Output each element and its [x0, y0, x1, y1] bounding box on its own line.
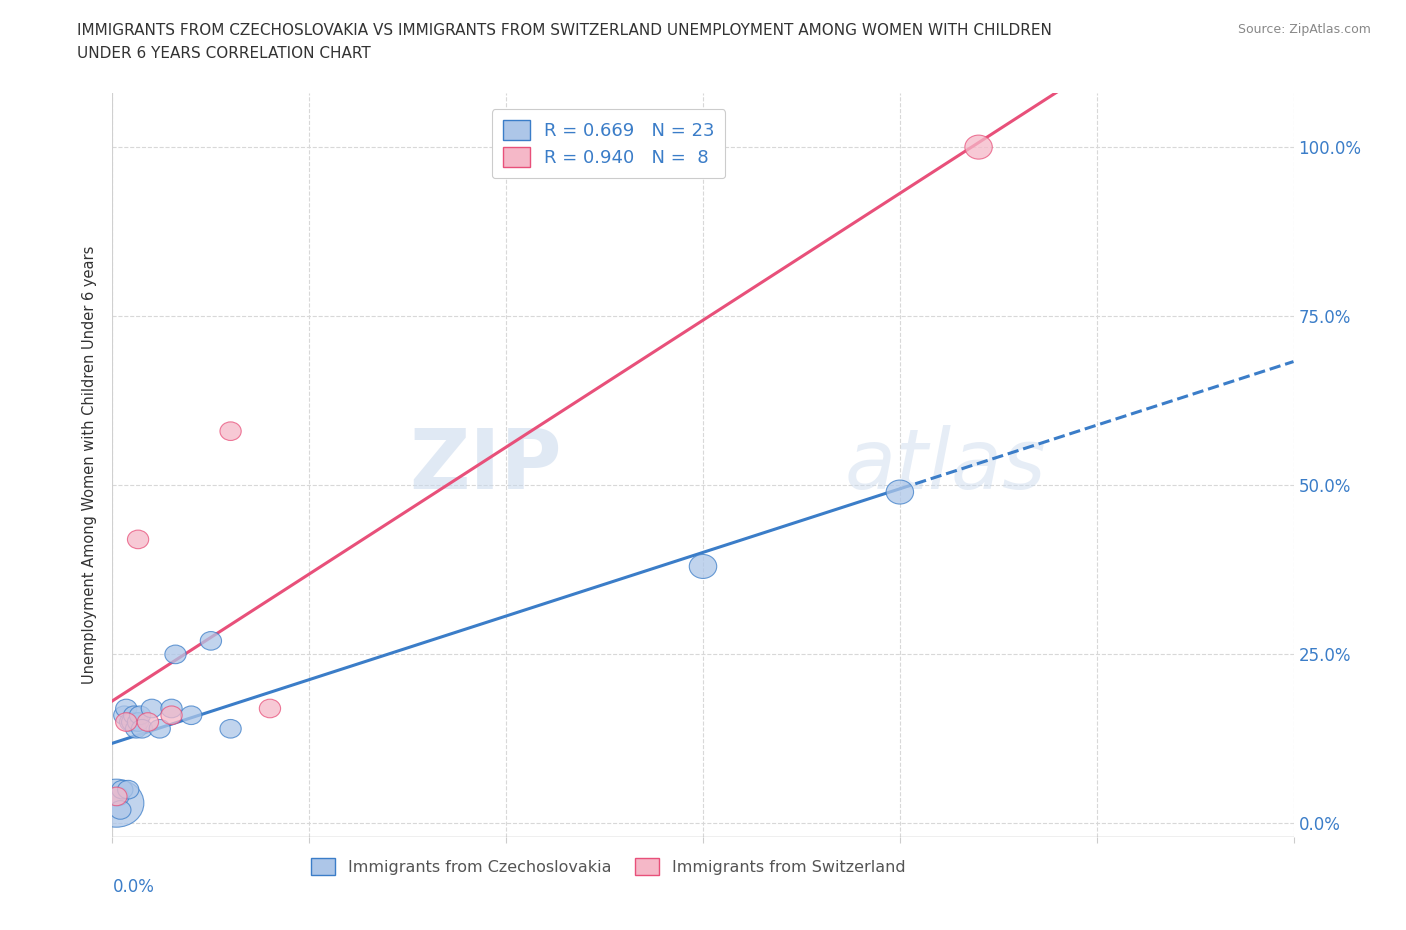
Ellipse shape — [160, 706, 183, 724]
Ellipse shape — [131, 720, 153, 738]
Ellipse shape — [160, 699, 183, 718]
Ellipse shape — [689, 554, 717, 578]
Ellipse shape — [120, 712, 141, 731]
Y-axis label: Unemployment Among Women with Children Under 6 years: Unemployment Among Women with Children U… — [82, 246, 97, 684]
Legend: Immigrants from Czechoslovakia, Immigrants from Switzerland: Immigrants from Czechoslovakia, Immigran… — [305, 852, 912, 881]
Ellipse shape — [115, 699, 136, 718]
Ellipse shape — [125, 720, 146, 738]
Text: ZIP: ZIP — [409, 424, 561, 506]
Ellipse shape — [180, 706, 202, 724]
Ellipse shape — [219, 422, 242, 441]
Ellipse shape — [89, 779, 143, 827]
Ellipse shape — [149, 720, 170, 738]
Ellipse shape — [129, 706, 150, 724]
Ellipse shape — [141, 699, 163, 718]
Ellipse shape — [259, 699, 281, 718]
Ellipse shape — [114, 706, 135, 724]
Text: Source: ZipAtlas.com: Source: ZipAtlas.com — [1237, 23, 1371, 36]
Text: atlas: atlas — [845, 424, 1046, 506]
Ellipse shape — [219, 720, 242, 738]
Ellipse shape — [965, 135, 993, 159]
Ellipse shape — [165, 645, 186, 664]
Ellipse shape — [121, 712, 143, 731]
Ellipse shape — [124, 706, 145, 724]
Text: IMMIGRANTS FROM CZECHOSLOVAKIA VS IMMIGRANTS FROM SWITZERLAND UNEMPLOYMENT AMONG: IMMIGRANTS FROM CZECHOSLOVAKIA VS IMMIGR… — [77, 23, 1052, 38]
Ellipse shape — [108, 787, 129, 805]
Ellipse shape — [128, 530, 149, 549]
Text: 0.0%: 0.0% — [112, 878, 155, 896]
Ellipse shape — [105, 787, 127, 805]
Ellipse shape — [118, 780, 139, 799]
Ellipse shape — [128, 712, 149, 731]
Text: UNDER 6 YEARS CORRELATION CHART: UNDER 6 YEARS CORRELATION CHART — [77, 46, 371, 61]
Ellipse shape — [200, 631, 222, 650]
Ellipse shape — [111, 780, 134, 799]
Ellipse shape — [886, 480, 914, 504]
Ellipse shape — [115, 712, 136, 731]
Ellipse shape — [110, 801, 131, 819]
Ellipse shape — [138, 712, 159, 731]
